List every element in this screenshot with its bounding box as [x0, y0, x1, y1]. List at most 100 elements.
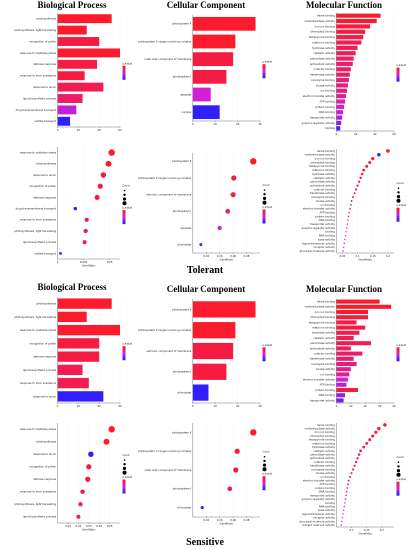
dot — [108, 426, 115, 433]
category-label: hydrolase activity — [312, 445, 336, 449]
bar — [336, 398, 344, 403]
bar — [336, 341, 371, 346]
legend-title-p-adjust: p.adjust — [263, 473, 273, 476]
category-label: tetrapyrrole binding — [309, 164, 335, 168]
bar — [336, 51, 356, 56]
count-legend-dot — [396, 198, 401, 203]
category-label: antioxidant activity — [310, 346, 335, 350]
bar — [57, 105, 77, 115]
x-tick-label: 0.02 — [203, 518, 209, 522]
legend-title-p-adjust: p.adjust — [397, 204, 407, 207]
dot — [386, 149, 390, 153]
bar — [336, 382, 347, 387]
category-label: RNA binding — [319, 234, 335, 238]
category-label: cofactor binding — [314, 352, 335, 356]
dot — [347, 479, 350, 482]
category-label: transporter activity — [310, 115, 335, 119]
count-legend-dot — [122, 197, 127, 201]
heading-cellular-component-sensitive: Cellular Component — [167, 284, 246, 294]
dot — [365, 164, 369, 168]
dot — [352, 196, 355, 199]
x-tick-label: 0.1 — [356, 254, 360, 258]
dot — [250, 429, 257, 436]
category-label: chlorophyll binding — [310, 315, 335, 319]
legend-title-count: Count — [123, 185, 130, 188]
category-label: recognition of pollen — [29, 465, 56, 469]
dot — [342, 246, 345, 248]
dot — [359, 176, 362, 180]
category-label: electron transfer activity — [303, 378, 336, 382]
dot — [234, 448, 240, 454]
bar — [336, 56, 354, 61]
x-tick-label: 20 — [364, 404, 368, 408]
p-adjust-legend: p.adjust — [122, 476, 132, 494]
count-legend-dot — [263, 455, 266, 458]
heading-biological-process-sensitive: Biological Process — [37, 282, 107, 292]
legend-title-p-adjust: p.adjust — [263, 206, 273, 209]
category-label: photosystem II oxygen evolving complex — [138, 39, 192, 43]
category-label: tetrapyrrole binding — [309, 35, 335, 39]
p-adjust-gradient-bar — [122, 346, 126, 361]
x-tick-label: 0.06 — [230, 254, 236, 258]
dot — [343, 505, 346, 508]
dot — [342, 509, 345, 511]
category-label: transferase activity — [310, 191, 336, 195]
count-legend-dot — [263, 189, 266, 191]
dot — [351, 468, 355, 471]
legend-title-p-adjust: p.adjust — [263, 344, 273, 347]
p-adjust-gradient-bar — [262, 209, 266, 224]
category-label: structural molecule activity — [299, 249, 335, 253]
x-tick-label: 0.2 — [386, 254, 390, 258]
legend-title-p-adjust: p.adjust — [123, 343, 133, 346]
x-axis-title: GeneRatio — [220, 522, 234, 526]
category-label: chloroplast — [177, 243, 191, 247]
category-label: kinase activity — [316, 471, 335, 475]
bar — [336, 304, 392, 309]
bar — [336, 335, 354, 341]
panel-sensitive-biological-process-dot: response to oxidative stress photosynthes… — [14, 423, 132, 532]
bar — [336, 18, 377, 24]
x-tick-label: 0.01 — [65, 524, 71, 528]
category-label: lyase activity — [318, 508, 336, 512]
dot — [346, 227, 348, 229]
bar — [57, 311, 87, 323]
bar — [336, 299, 380, 304]
bar — [57, 82, 104, 92]
bar — [336, 94, 346, 99]
bar — [336, 83, 348, 88]
dot — [342, 513, 344, 515]
dot — [59, 251, 62, 255]
category-label: kinase activity — [316, 367, 335, 371]
dot — [94, 194, 100, 200]
category-label: peroxidase activity — [310, 341, 335, 345]
bar — [57, 25, 87, 35]
category-label: heme binding — [317, 149, 335, 153]
dot — [377, 426, 381, 431]
category-label: recognition of pollen — [29, 341, 56, 345]
x-axis-title: GeneRatio — [82, 528, 96, 532]
category-label: chloroplast — [177, 506, 191, 510]
dot — [357, 180, 361, 183]
category-label: photosystem I — [173, 209, 192, 213]
category-label: antioxidant activity — [310, 456, 335, 460]
category-label: photosystem II — [172, 22, 191, 26]
x-tick-label: 0.05 — [340, 254, 346, 258]
p-adjust-legend: p.adjust — [396, 64, 406, 82]
category-label: catalytic activity — [313, 176, 335, 180]
category-label: protein binding — [315, 388, 335, 392]
category-label: chloroplast — [177, 391, 191, 395]
category-label: response to toxic substance — [20, 381, 57, 385]
dot — [344, 234, 347, 237]
panel-sensitive-cellular-component-dot: photosystem II photosystem II oxygen evol… — [138, 423, 272, 526]
category-label: transferase activity — [310, 73, 336, 77]
dot — [344, 238, 346, 241]
category-label: DNA binding — [319, 110, 336, 114]
x-tick-label: 40 — [98, 128, 102, 132]
x-tick-label: 0 — [336, 404, 338, 408]
category-label: extrinsic component of membrane — [146, 349, 191, 353]
p-adjust-gradient-bar — [396, 481, 400, 496]
bar — [336, 115, 343, 120]
dot — [362, 168, 366, 172]
dot — [342, 250, 344, 252]
